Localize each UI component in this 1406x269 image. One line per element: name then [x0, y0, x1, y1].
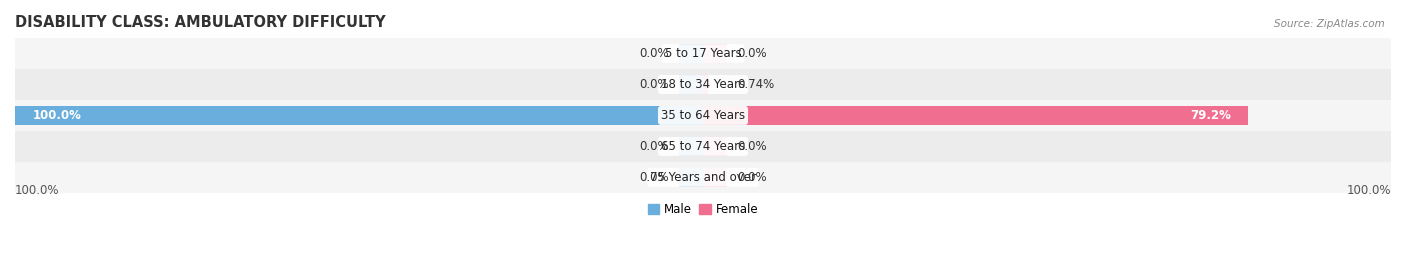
Text: 0.0%: 0.0% [638, 78, 669, 91]
Bar [703, 168, 727, 187]
Text: 79.2%: 79.2% [1189, 109, 1230, 122]
Text: 0.0%: 0.0% [737, 171, 768, 184]
Text: 100.0%: 100.0% [1347, 185, 1391, 197]
Bar [15, 162, 1391, 193]
Bar [679, 44, 703, 63]
Text: Source: ZipAtlas.com: Source: ZipAtlas.com [1274, 19, 1385, 29]
Text: 5 to 17 Years: 5 to 17 Years [665, 47, 741, 60]
Bar [703, 75, 709, 94]
Bar [703, 44, 727, 63]
Bar [15, 69, 1391, 100]
Bar [703, 137, 727, 156]
Text: 35 to 64 Years: 35 to 64 Years [661, 109, 745, 122]
Bar [15, 106, 703, 125]
Bar [15, 100, 1391, 131]
Text: DISABILITY CLASS: AMBULATORY DIFFICULTY: DISABILITY CLASS: AMBULATORY DIFFICULTY [15, 15, 385, 30]
Text: 0.74%: 0.74% [737, 78, 775, 91]
Text: 0.0%: 0.0% [638, 47, 669, 60]
Text: 0.0%: 0.0% [638, 140, 669, 153]
Text: 65 to 74 Years: 65 to 74 Years [661, 140, 745, 153]
Text: 100.0%: 100.0% [32, 109, 82, 122]
Text: 100.0%: 100.0% [15, 185, 59, 197]
Bar [15, 38, 1391, 69]
Bar [679, 168, 703, 187]
Bar [679, 137, 703, 156]
Bar [679, 75, 703, 94]
Text: 18 to 34 Years: 18 to 34 Years [661, 78, 745, 91]
Bar [703, 106, 1249, 125]
Text: 0.0%: 0.0% [737, 140, 768, 153]
Bar [15, 131, 1391, 162]
Text: 75 Years and over: 75 Years and over [650, 171, 756, 184]
Text: 0.0%: 0.0% [638, 171, 669, 184]
Text: 0.0%: 0.0% [737, 47, 768, 60]
Legend: Male, Female: Male, Female [643, 199, 763, 221]
